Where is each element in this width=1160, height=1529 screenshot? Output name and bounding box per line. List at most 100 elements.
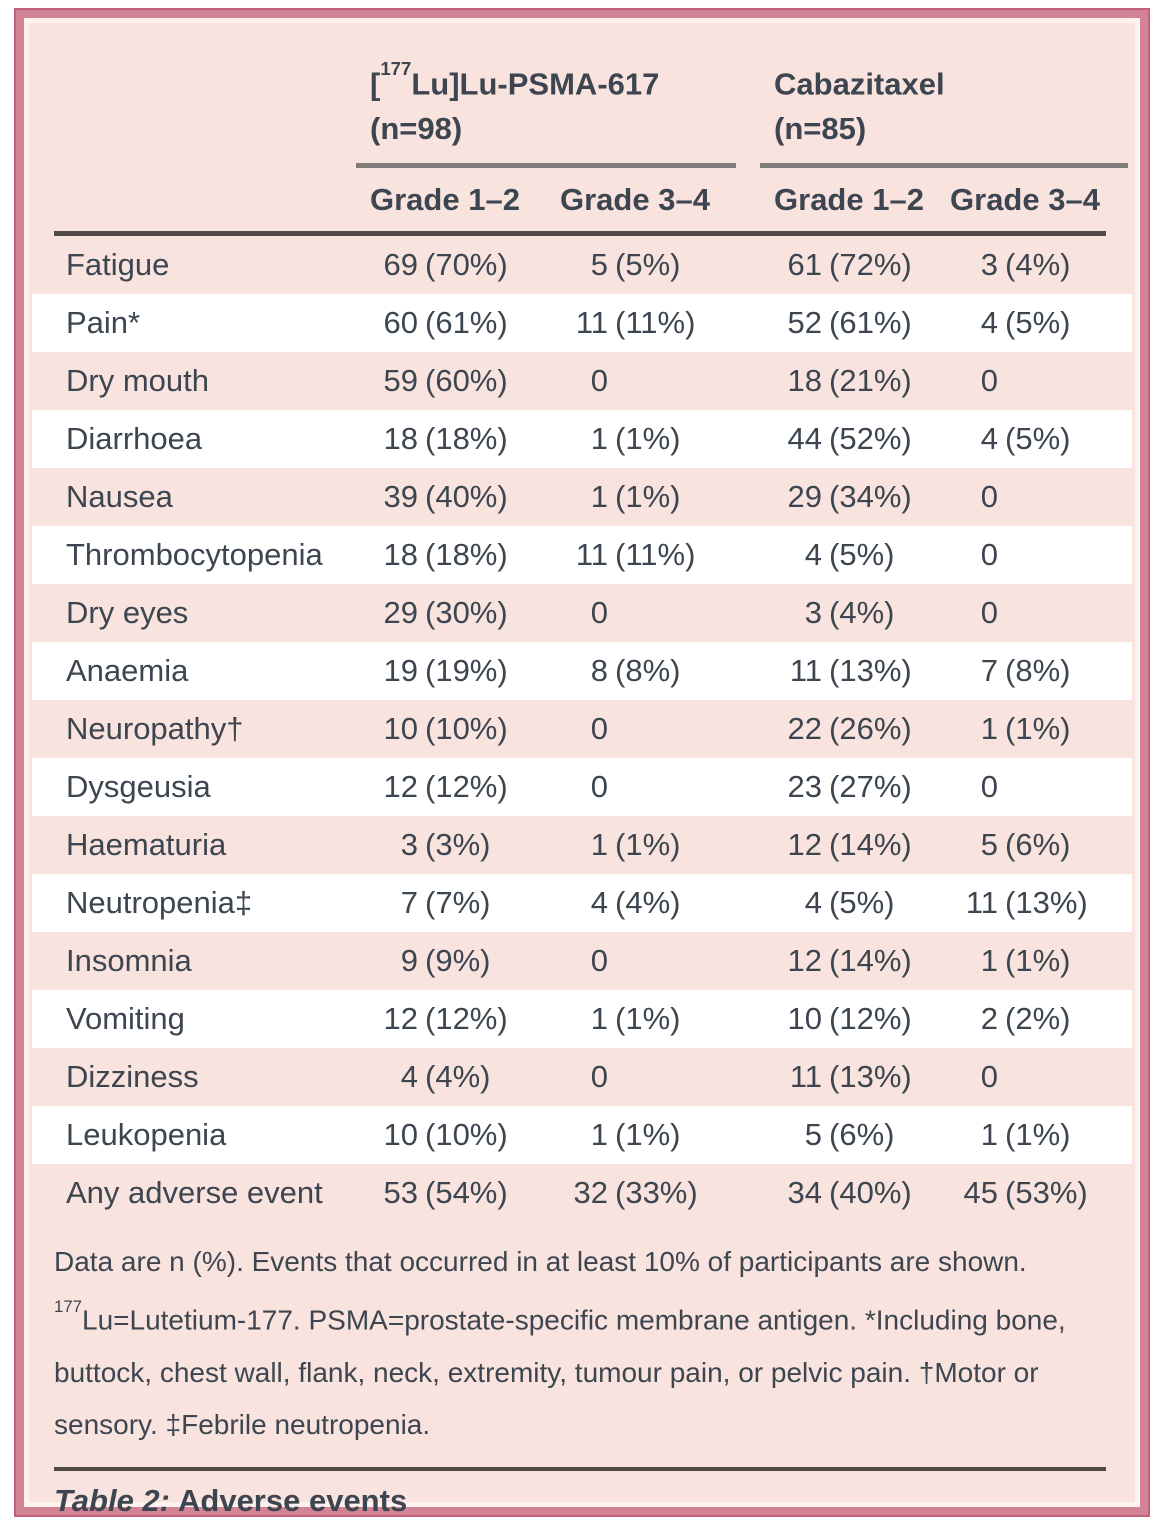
- value-cell: 5 (6%): [774, 1106, 950, 1164]
- percent-value: (53%): [1005, 1175, 1088, 1211]
- value-cell: 7 (8%): [950, 642, 1132, 700]
- table-row: Any adverse event 53 (54%) 32 (33%) 34 (40%) 45…: [32, 1164, 1132, 1222]
- group-underline-rule: [760, 163, 1129, 169]
- value-cell: 5 (5%): [560, 236, 774, 294]
- count-value: 7: [980, 653, 999, 689]
- count-value: 0: [590, 769, 608, 805]
- value-cell: 44 (52%): [774, 410, 950, 468]
- count-value: 1: [590, 827, 608, 863]
- count-value: 11: [965, 885, 999, 921]
- count-value: 0: [590, 1059, 608, 1095]
- count-value: 10: [383, 1117, 418, 1153]
- percent-value: (40%): [829, 1175, 912, 1211]
- value-cell: 45 (53%): [950, 1164, 1132, 1222]
- value-cell: 18 (18%): [370, 526, 560, 584]
- percent-value: (12%): [425, 1001, 508, 1037]
- row-label: Any adverse event: [66, 1175, 323, 1211]
- percent-value: (4%): [1005, 247, 1071, 283]
- table-row: Pain* 60 (61%) 11 (11%) 52 (61%) 4 (5%): [32, 294, 1133, 353]
- percent-value: (72%): [829, 247, 912, 283]
- percent-value: (11%): [615, 537, 696, 573]
- percent-value: (13%): [829, 1059, 912, 1095]
- value-cell: 4 (5%): [950, 410, 1132, 468]
- count-value: 0: [980, 479, 999, 515]
- value-cell: 19 (19%): [370, 642, 560, 700]
- count-value: 4: [590, 885, 608, 921]
- subheader-grade-3-4: Grade 3–4: [950, 182, 1100, 218]
- percent-value: (60%): [425, 363, 508, 399]
- percent-value: (27%): [829, 769, 912, 805]
- table-row: Neutropenia‡ 7 (7%) 4 (4%) 4 (5%) 11 (13%): [32, 874, 1133, 933]
- count-value: 4: [804, 885, 823, 921]
- table-row: Thrombocytopenia 18 (18%) 11 (11%) 4 (5%) 0: [32, 526, 1133, 585]
- group-header-row: [177Lu]Lu-PSMA-617 (n=98) Cabazitaxel (n…: [32, 54, 1132, 169]
- value-cell: 1 (1%): [560, 468, 774, 526]
- value-cell: 4 (5%): [774, 874, 950, 932]
- percent-value: (1%): [615, 827, 681, 863]
- count-value: 53: [383, 1175, 418, 1211]
- percent-value: (61%): [829, 305, 912, 341]
- percent-value: (19%): [425, 653, 508, 689]
- row-label: Anaemia: [66, 653, 189, 689]
- percent-value: (18%): [425, 421, 508, 457]
- column-group-lu-psma: [177Lu]Lu-PSMA-617 (n=98): [356, 54, 774, 169]
- count-value: 22: [787, 711, 823, 747]
- value-cell: 1 (1%): [560, 816, 774, 874]
- table-row: Nausea 39 (40%) 1 (1%) 29 (34%) 0: [32, 468, 1132, 526]
- count-value: 10: [787, 1001, 823, 1037]
- count-value: 29: [787, 479, 823, 515]
- value-cell: 10 (10%): [370, 700, 560, 758]
- count-value: 1: [590, 1117, 608, 1153]
- row-label: Dizziness: [66, 1059, 199, 1095]
- value-cell: 4 (5%): [774, 526, 950, 584]
- value-cell: 0: [950, 1048, 1132, 1106]
- group-underline-rule: [356, 163, 737, 169]
- empty-corner-cell: [32, 54, 370, 168]
- count-value: 18: [383, 421, 418, 457]
- table-row: Haematuria 3 (3%) 1 (1%) 12 (14%) 5 (6%): [32, 816, 1132, 874]
- group-title: [177Lu]Lu-PSMA-617: [370, 57, 660, 102]
- count-value: 4: [980, 305, 999, 341]
- grade-subheader-row: Grade 1–2 Grade 3–4 Grade 1–2 Grade 3–4: [32, 168, 1132, 231]
- percent-value: (61%): [425, 305, 508, 341]
- count-value: 2: [980, 1001, 999, 1037]
- table-row: Neuropathy† 10 (10%) 0 22 (26%) 1 (1%): [32, 700, 1132, 758]
- count-value: 11: [789, 1059, 823, 1095]
- percent-value: (4%): [615, 885, 681, 921]
- count-value: 5: [980, 827, 999, 863]
- caption-prefix: Table 2:: [54, 1482, 170, 1518]
- value-cell: 0: [950, 584, 1132, 642]
- percent-value: (5%): [829, 537, 895, 573]
- count-value: 12: [383, 769, 418, 805]
- count-value: 0: [980, 769, 999, 805]
- count-value: 1: [590, 479, 608, 515]
- count-value: 1: [980, 943, 999, 979]
- count-value: 0: [980, 537, 999, 573]
- footnote-rule: [54, 1466, 1106, 1471]
- table-panel: [177Lu]Lu-PSMA-617 (n=98) Cabazitaxel (n…: [16, 10, 1148, 1518]
- count-value: 4: [804, 537, 823, 573]
- value-cell: 18 (18%): [370, 410, 560, 468]
- count-value: 1: [980, 1117, 999, 1153]
- value-cell: 4 (4%): [560, 874, 774, 932]
- adverse-events-table: [177Lu]Lu-PSMA-617 (n=98) Cabazitaxel (n…: [32, 54, 1133, 1222]
- isotope-superscript: 177: [380, 57, 412, 79]
- count-value: 52: [787, 305, 823, 341]
- value-cell: 29 (34%): [774, 468, 950, 526]
- table-caption: Table 2: Adverse events: [54, 1483, 1106, 1519]
- row-label: Dry eyes: [66, 595, 189, 631]
- count-value: 10: [383, 711, 418, 747]
- value-cell: 10 (12%): [774, 990, 950, 1048]
- value-cell: 22 (26%): [774, 700, 950, 758]
- percent-value: (4%): [829, 595, 895, 631]
- row-label: Nausea: [66, 479, 173, 515]
- count-value: 34: [787, 1175, 823, 1211]
- value-cell: 0: [950, 526, 1132, 584]
- value-cell: 12 (14%): [774, 816, 950, 874]
- percent-value: (11%): [615, 305, 696, 341]
- empty-corner-cell: [32, 168, 370, 231]
- count-value: 3: [804, 595, 823, 631]
- count-value: 9: [400, 943, 418, 979]
- value-cell: 0: [560, 584, 774, 642]
- count-value: 7: [400, 885, 418, 921]
